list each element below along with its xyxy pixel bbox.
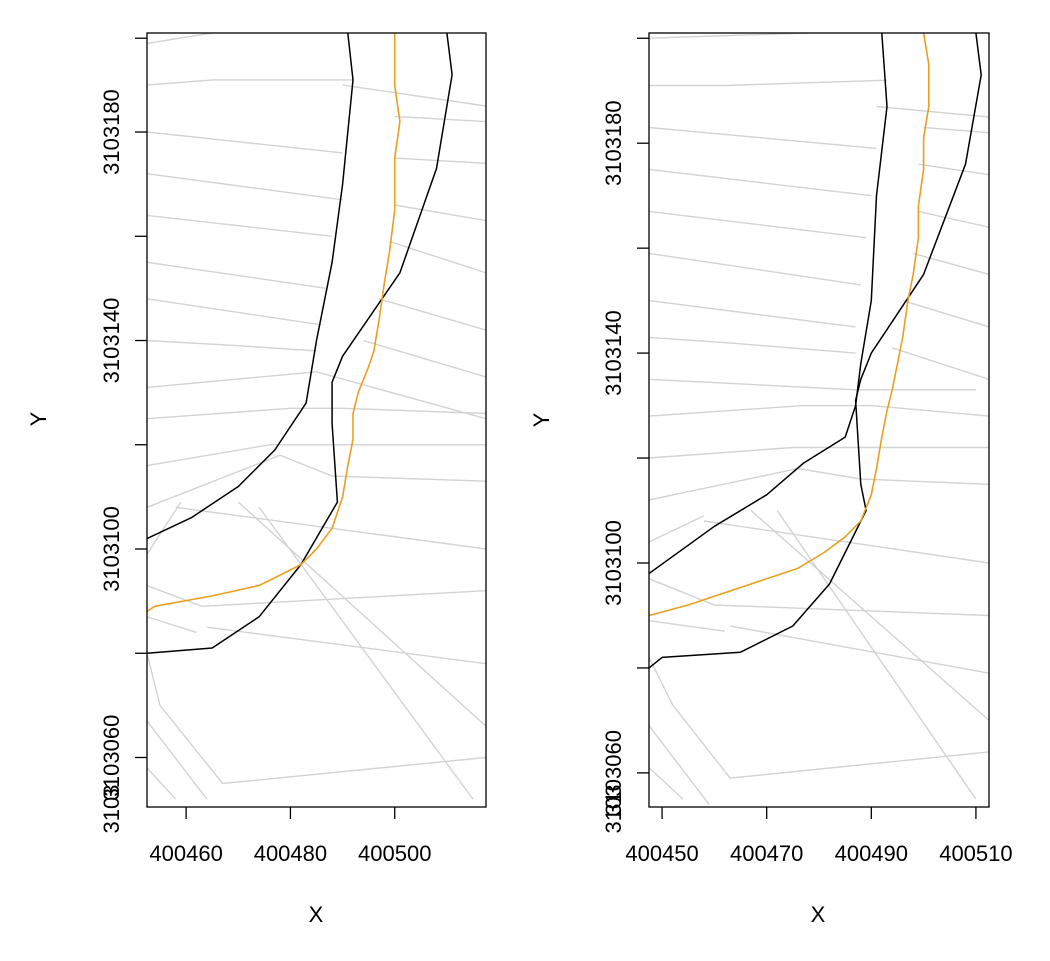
right-voronoi-edge bbox=[729, 625, 989, 674]
left-y-tick-label: 3103180 bbox=[99, 89, 124, 175]
right-x-tick-label: 400450 bbox=[625, 841, 698, 866]
right-y-tick-label: 3103180 bbox=[601, 100, 626, 186]
left-voronoi-edge bbox=[147, 261, 328, 290]
left-y-axis-title: Y bbox=[26, 411, 51, 426]
right-voronoi-edge bbox=[649, 33, 809, 39]
right-y-edge-label: 3103 bbox=[601, 785, 626, 834]
left-voronoi-edge bbox=[147, 407, 486, 420]
right-voronoi-edge bbox=[649, 725, 710, 805]
left-voronoi-edge bbox=[342, 84, 486, 107]
left-x-tick-label: 400480 bbox=[254, 841, 327, 866]
left-voronoi-edge bbox=[147, 767, 177, 800]
left-voronoi-edge bbox=[394, 204, 486, 222]
right-voronoi-edge bbox=[918, 210, 989, 228]
right-voronoi-edge bbox=[649, 378, 976, 391]
right-voronoi-edge bbox=[649, 299, 856, 328]
right-voronoi-edge bbox=[649, 578, 989, 617]
right-voronoi-edge bbox=[649, 336, 856, 354]
left-y-tick-label: 3103060 bbox=[99, 715, 124, 801]
right-panel: X Y bbox=[529, 412, 826, 927]
left-voronoi-edge bbox=[363, 339, 486, 378]
left-voronoi-edge bbox=[394, 115, 486, 123]
right-y-axis-title: Y bbox=[529, 412, 554, 427]
left-x-tick-label: 400460 bbox=[149, 841, 222, 866]
left-voronoi-edge bbox=[147, 33, 213, 45]
right-plot-area bbox=[649, 33, 989, 805]
right-x-tick-label: 400510 bbox=[939, 841, 1012, 866]
right-voronoi-edge bbox=[649, 467, 989, 501]
right-voronoi-edge bbox=[649, 210, 867, 239]
right-voronoi-edge bbox=[923, 126, 989, 134]
left-voronoi-edge bbox=[147, 444, 486, 467]
right-x-tick-label: 400490 bbox=[835, 841, 908, 866]
right-y-tick-label: 3103060 bbox=[601, 730, 626, 816]
right-voronoi-edge bbox=[913, 252, 989, 276]
right-voronoi-edge bbox=[649, 515, 705, 543]
left-voronoi-edge bbox=[147, 616, 197, 634]
right-voronoi-edge bbox=[876, 105, 989, 118]
right-x-tick-label: 400470 bbox=[730, 841, 803, 866]
left-voronoi-edge bbox=[389, 240, 486, 274]
right-voronoi-edge bbox=[703, 520, 989, 564]
right-voronoi-edge bbox=[649, 252, 861, 286]
right-voronoi-edge bbox=[750, 509, 989, 721]
left-right-bank-line bbox=[147, 33, 453, 654]
left-voronoi-edge bbox=[147, 173, 343, 201]
left-centerline-line bbox=[147, 33, 401, 613]
left-left-bank-line bbox=[147, 33, 354, 540]
left-voronoi-edge bbox=[175, 506, 486, 550]
left-voronoi-edge bbox=[258, 506, 474, 800]
right-right-bank-line bbox=[649, 33, 982, 669]
right-voronoi-edge bbox=[649, 79, 888, 87]
left-panel: X Y bbox=[26, 411, 324, 927]
left-voronoi-edge bbox=[147, 371, 486, 420]
left-voronoi-edge bbox=[147, 720, 208, 800]
left-y-tick-label: 3103140 bbox=[99, 298, 124, 384]
right-voronoi-edge bbox=[649, 126, 877, 150]
right-voronoi-edge bbox=[776, 510, 977, 800]
right-x-axis-title: X bbox=[811, 902, 826, 927]
left-voronoi-edge bbox=[147, 131, 343, 154]
left-voronoi-edge bbox=[147, 298, 322, 326]
left-voronoi-edge bbox=[147, 339, 317, 352]
left-voronoi-edge bbox=[147, 214, 333, 237]
right-voronoi-edge bbox=[649, 168, 872, 197]
left-x-axis-title: X bbox=[309, 902, 324, 927]
left-x-tick-label: 400500 bbox=[358, 841, 431, 866]
right-voronoi-edge bbox=[649, 620, 725, 632]
left-voronoi-edge bbox=[147, 501, 182, 555]
left-voronoi-edge bbox=[147, 584, 486, 608]
left-voronoi-edge bbox=[147, 454, 486, 508]
left-voronoi-edge bbox=[206, 626, 486, 665]
left-voronoi-edge bbox=[378, 298, 486, 331]
right-voronoi-edge bbox=[918, 163, 989, 176]
left-voronoi-edge bbox=[147, 79, 353, 86]
right-voronoi-edge bbox=[649, 446, 989, 459]
left-plot-frame bbox=[146, 32, 487, 808]
right-plot-frame bbox=[648, 32, 990, 808]
right-y-tick-label: 3103100 bbox=[601, 520, 626, 606]
right-voronoi-edge bbox=[649, 404, 989, 417]
left-voronoi-edge bbox=[147, 653, 486, 785]
right-centerline-line bbox=[649, 33, 930, 617]
left-y-edge-label: 3103 bbox=[99, 785, 124, 834]
right-voronoi-edge bbox=[891, 347, 989, 380]
left-voronoi-edge bbox=[394, 157, 486, 164]
left-voronoi-edge bbox=[237, 501, 486, 727]
right-voronoi-edge bbox=[649, 767, 684, 800]
left-y-tick-label: 3103100 bbox=[99, 506, 124, 592]
right-y-tick-label: 3103140 bbox=[601, 310, 626, 396]
right-voronoi-edge bbox=[649, 657, 989, 779]
right-voronoi-edge bbox=[902, 299, 989, 328]
left-plot-area bbox=[147, 33, 486, 800]
